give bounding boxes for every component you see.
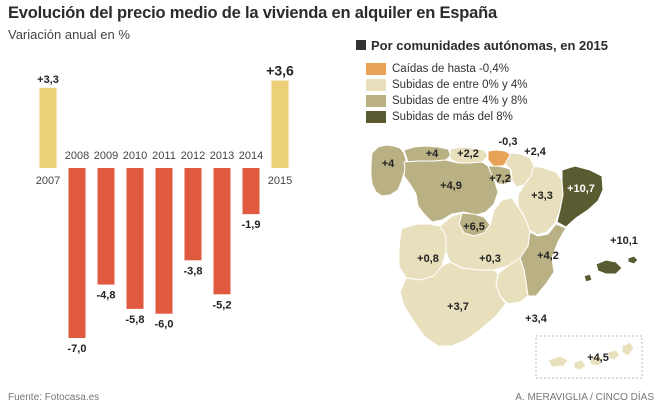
region-galicia bbox=[370, 144, 407, 197]
chart-title: Evolución del precio medio de la viviend… bbox=[8, 4, 497, 22]
legend-item-rise-0-4: Subidas de entre 0% y 4% bbox=[366, 77, 528, 93]
value-label-2008: -7,0 bbox=[68, 343, 87, 355]
region-castilla-leon bbox=[403, 159, 499, 223]
bar-2013 bbox=[213, 168, 231, 295]
region-label-valencia: +4,2 bbox=[537, 250, 559, 262]
legend-swatch bbox=[366, 79, 386, 91]
bar-2009 bbox=[97, 168, 115, 285]
map-title-square-icon bbox=[356, 40, 366, 50]
category-label-2012: 2012 bbox=[181, 150, 205, 162]
category-label-2011: 2011 bbox=[152, 150, 176, 162]
legend-swatch bbox=[366, 63, 386, 75]
region-label-murcia: +3,4 bbox=[525, 313, 548, 325]
bar-2010 bbox=[126, 168, 144, 309]
bar-2007 bbox=[39, 87, 57, 168]
region-label-la-rioja: +7,2 bbox=[489, 173, 511, 185]
category-label-2008: 2008 bbox=[65, 150, 89, 162]
region-baleares bbox=[583, 255, 639, 283]
value-label-2009: -4,8 bbox=[97, 290, 116, 302]
canarias-inset-frame bbox=[535, 335, 643, 379]
legend-label: Caídas de hasta -0,4% bbox=[392, 63, 509, 75]
bar-chart: +3,3 2007 -7,0 2008 -4,8 2009 -5,8 2010 -6,0 2011… bbox=[36, 63, 294, 355]
category-label-2014: 2014 bbox=[239, 150, 263, 162]
region-label-cantabria: +2,2 bbox=[457, 148, 479, 160]
credit-note: A. MERAVIGLIA / CINCO DÍAS bbox=[515, 392, 654, 403]
source-note: Fuente: Fotocasa.es bbox=[8, 392, 100, 403]
legend-item-rise-4-8: Subidas de entre 4% y 8% bbox=[366, 93, 528, 109]
value-label-2013: -5,2 bbox=[213, 299, 232, 311]
category-label-2015: 2015 bbox=[268, 175, 292, 187]
region-label-baleares: +10,1 bbox=[610, 235, 638, 247]
bar-2012 bbox=[184, 168, 202, 261]
value-label-2011: -6,0 bbox=[155, 319, 174, 331]
region-label-aragon: +3,3 bbox=[531, 190, 553, 202]
legend-label: Subidas de más del 8% bbox=[392, 111, 513, 123]
legend-label: Subidas de entre 0% y 4% bbox=[392, 79, 528, 91]
value-label-2015: +3,6 bbox=[266, 63, 294, 79]
category-label-2010: 2010 bbox=[123, 150, 147, 162]
value-label-2010: -5,8 bbox=[126, 314, 145, 326]
region-label-castilla-la-mancha: +0,3 bbox=[479, 253, 501, 265]
legend-item-rise-over-8: Subidas de más del 8% bbox=[366, 109, 528, 125]
region-label-andalucia: +3,7 bbox=[447, 301, 469, 313]
region-label-castilla-leon: +4,9 bbox=[440, 180, 462, 192]
category-label-2009: 2009 bbox=[94, 150, 118, 162]
bar-2014 bbox=[242, 168, 260, 215]
map-title-text: Por comunidades autónomas, en 2015 bbox=[371, 38, 608, 53]
region-label-navarra: +2,4 bbox=[524, 146, 547, 158]
region-andalucia bbox=[399, 261, 507, 347]
value-label-2014: -1,9 bbox=[242, 219, 261, 231]
region-label-galicia: +4 bbox=[382, 158, 395, 170]
legend-item-decrease: Caídas de hasta -0,4% bbox=[366, 61, 528, 77]
region-label-madrid: +6,5 bbox=[463, 221, 485, 233]
category-label-2007: 2007 bbox=[36, 175, 60, 187]
legend-label: Subidas de entre 4% y 8% bbox=[392, 95, 528, 107]
bar-2015 bbox=[271, 80, 289, 168]
region-cantabria bbox=[449, 146, 489, 164]
category-label-2013: 2013 bbox=[210, 150, 234, 162]
region-la-rioja bbox=[487, 165, 513, 185]
region-label-pais-vasco: -0,3 bbox=[499, 136, 518, 148]
value-label-2012: -3,8 bbox=[184, 265, 203, 277]
value-label-2007: +3,3 bbox=[37, 74, 59, 86]
region-canarias bbox=[547, 341, 635, 371]
bar-2011 bbox=[155, 168, 173, 314]
region-label-extremadura: +0,8 bbox=[417, 253, 439, 265]
legend-swatch bbox=[366, 111, 386, 123]
legend-swatch bbox=[366, 95, 386, 107]
map-title: Por comunidades autónomas, en 2015 bbox=[356, 38, 608, 53]
map-legend: Caídas de hasta -0,4% Subidas de entre 0… bbox=[366, 61, 528, 125]
chart-subtitle: Variación anual en % bbox=[8, 27, 130, 42]
region-label-asturias: +4 bbox=[426, 148, 439, 160]
bar-2008 bbox=[68, 168, 86, 338]
region-label-cataluna: +10,7 bbox=[567, 183, 595, 195]
region-cataluna bbox=[556, 165, 604, 228]
region-label-canarias: +4,5 bbox=[587, 352, 609, 364]
